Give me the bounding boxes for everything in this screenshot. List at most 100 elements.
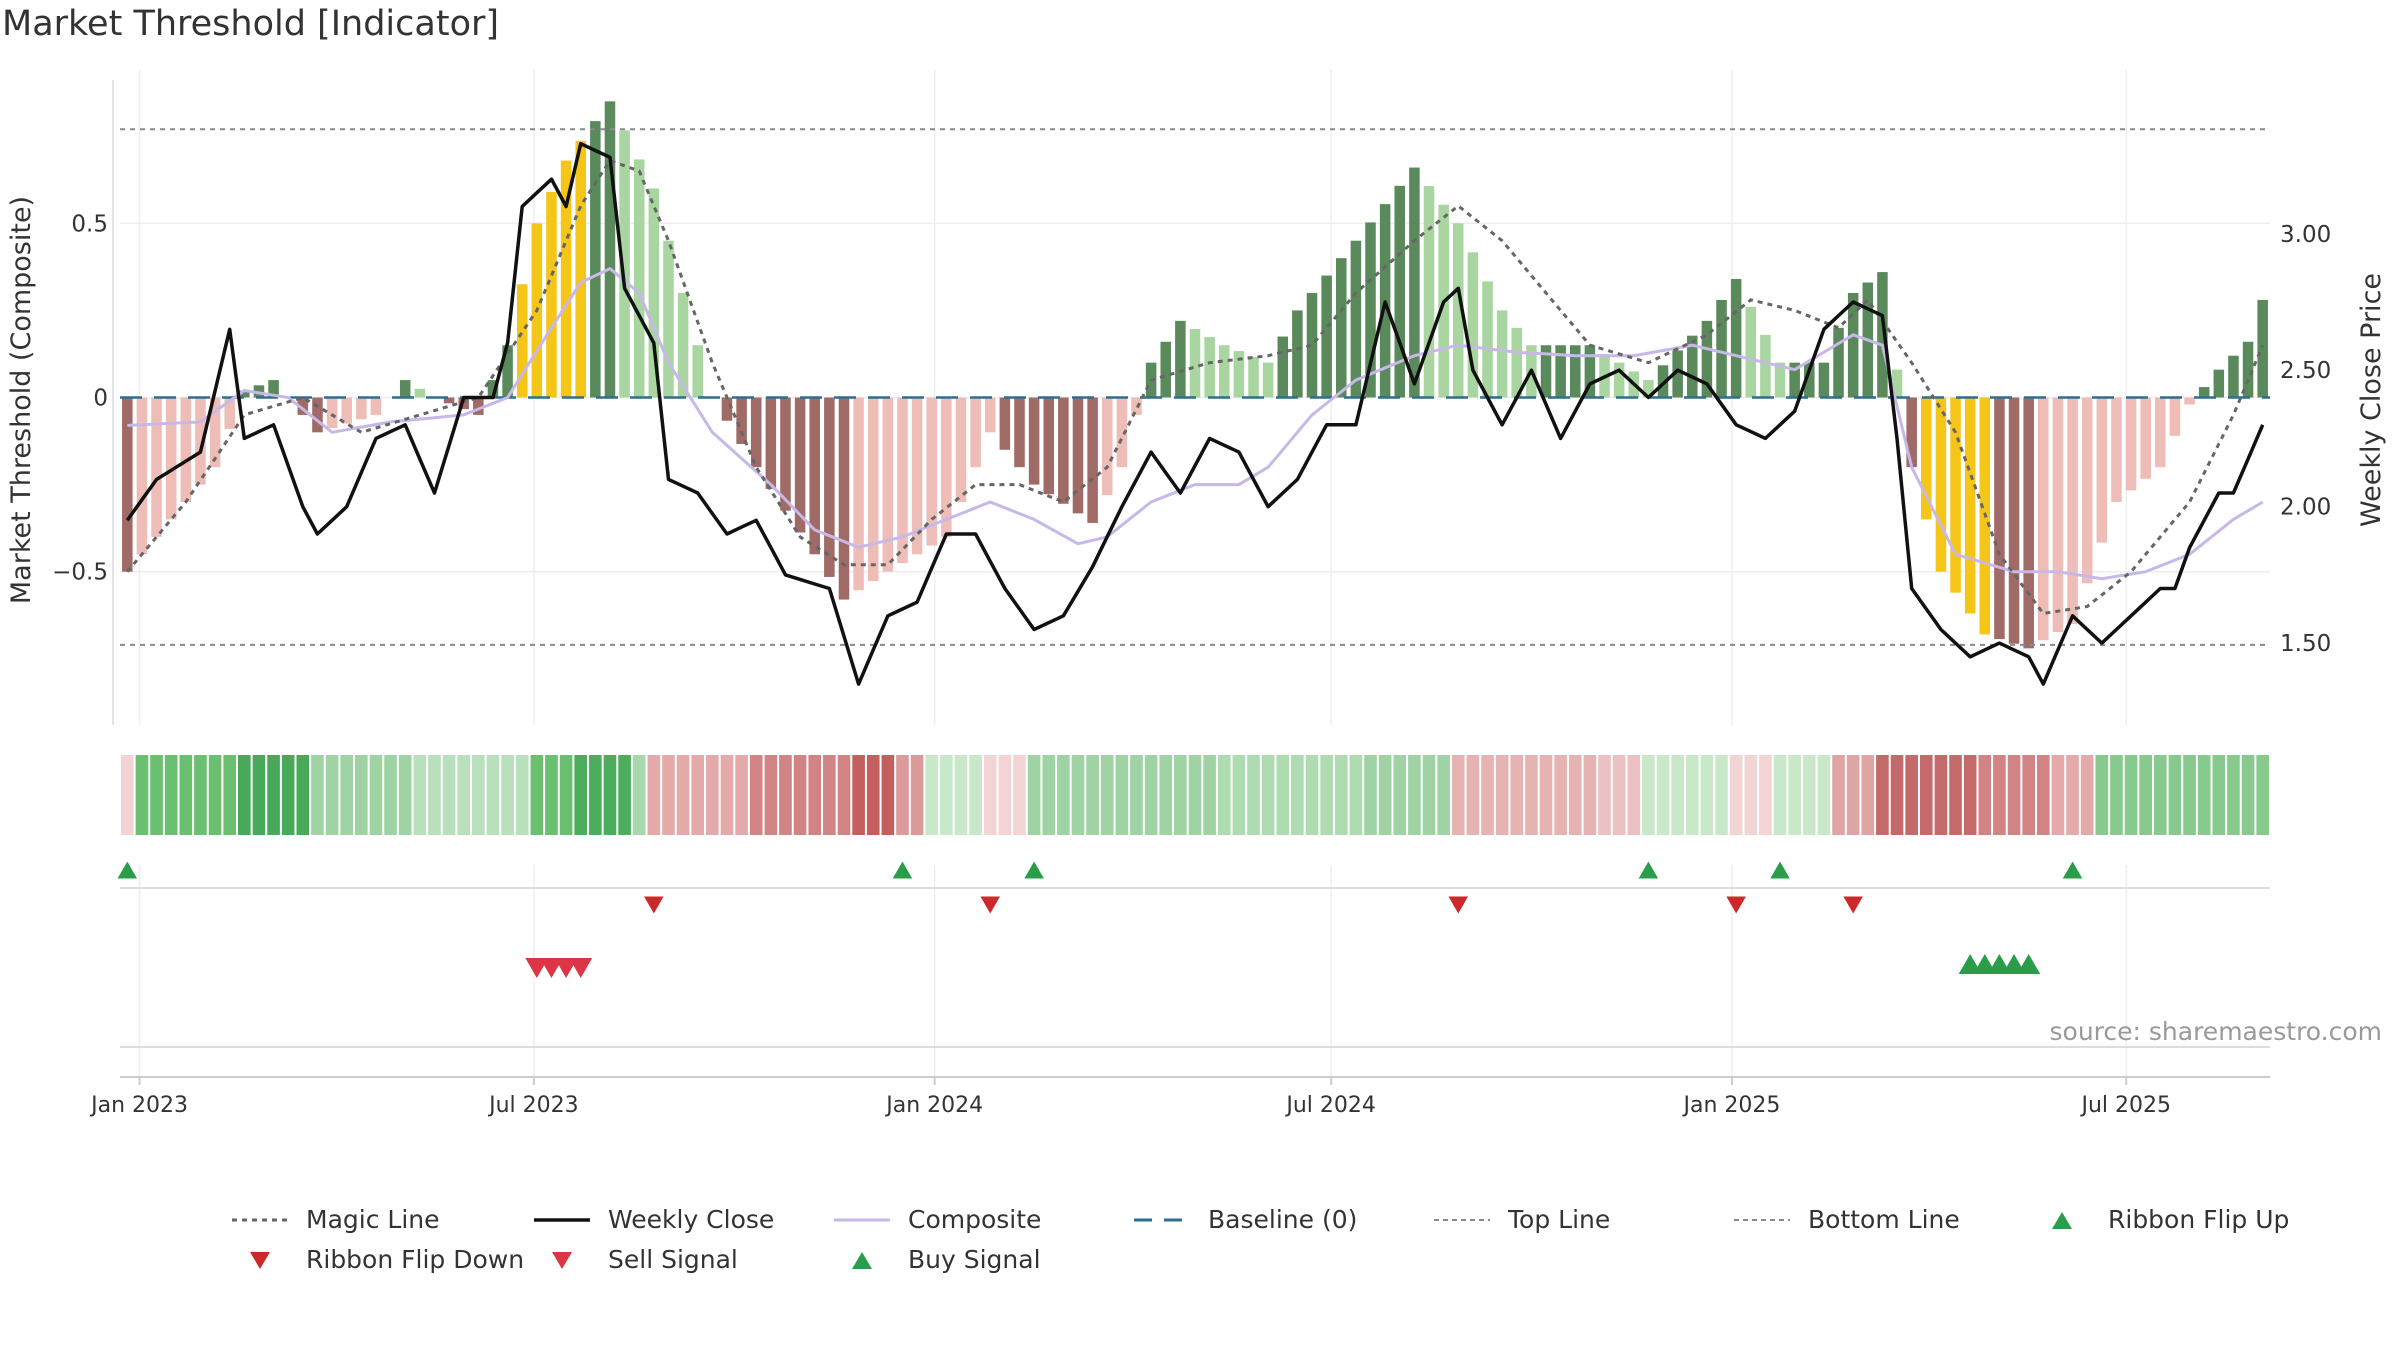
histogram-bar xyxy=(1175,320,1186,398)
sell-signal-marker xyxy=(525,958,549,978)
histogram-bar xyxy=(180,397,192,503)
ribbon-cell xyxy=(706,755,719,835)
histogram-bar xyxy=(1204,337,1215,398)
ribbon-cell xyxy=(164,755,178,835)
ribbon-cell xyxy=(1861,755,1875,835)
histogram-bar xyxy=(1233,351,1245,398)
ribbon-cell xyxy=(1349,755,1363,835)
histogram-bar xyxy=(926,397,937,546)
histogram-bar xyxy=(473,397,484,415)
ribbon-cell xyxy=(603,755,617,835)
ribbon-cell xyxy=(1715,755,1728,835)
histogram-bar xyxy=(502,345,513,398)
histogram-bar xyxy=(341,397,352,424)
histogram-bar xyxy=(1613,362,1625,398)
histogram-bar xyxy=(1453,223,1464,398)
y-axis-left-label: Market Threshold (Composite) xyxy=(6,196,37,604)
ribbon-cell xyxy=(1993,755,2006,835)
ribbon-cell xyxy=(1159,755,1173,835)
y-left-tick-label: 0.5 xyxy=(71,211,108,237)
buy-legend-swatch xyxy=(852,1251,872,1269)
histogram-bar xyxy=(897,397,908,563)
ribbon-flip-down-marker xyxy=(1726,896,1746,914)
histogram-bar xyxy=(1365,222,1376,398)
histogram-bar xyxy=(692,345,703,398)
ribbon-cell xyxy=(1408,755,1421,835)
ribbon-cell xyxy=(150,755,163,835)
ribbon-cell xyxy=(267,755,280,835)
ribbon-cell xyxy=(1071,755,1085,835)
ribbon-cell xyxy=(472,755,485,835)
ribbon-cell xyxy=(969,755,982,835)
ribbon-cell xyxy=(2139,755,2152,835)
histogram-bar xyxy=(838,397,850,600)
histogram-bar xyxy=(1277,336,1289,398)
histogram-bar xyxy=(1643,380,1654,398)
x-axis: Jan 2023 Jul 2023 Jan 2024 Jul 2024 Jan 2025… xyxy=(89,1076,2270,1118)
ribbon-cell xyxy=(2095,755,2109,835)
ribbon-cell xyxy=(428,755,441,835)
histogram-bar xyxy=(1847,292,1859,398)
ribbon-flip-up-marker xyxy=(117,861,138,879)
top-legend-swatch xyxy=(1434,1218,1490,1221)
buy-signal-marker xyxy=(1987,954,2011,974)
ribbon-cell xyxy=(779,755,792,835)
y-right-tick-label: 2.50 xyxy=(2280,358,2331,384)
histogram-bar xyxy=(1014,397,1025,468)
y-left-tick-label: −0.5 xyxy=(52,560,108,586)
y-right-tick-label: 2.00 xyxy=(2280,495,2331,521)
ribbon-cell xyxy=(457,755,471,835)
histogram-bar xyxy=(1818,362,1830,398)
histogram-bar xyxy=(1321,275,1332,398)
ribbon-cell xyxy=(2124,755,2138,835)
ribbon-flip-up-marker xyxy=(1638,861,1659,879)
ribbon-cell xyxy=(1364,755,1377,835)
histogram-bar xyxy=(1467,252,1479,398)
histogram-bar xyxy=(1160,341,1172,398)
ribbon-cell xyxy=(1451,755,1465,835)
histogram-bar xyxy=(414,388,426,398)
histogram-bar xyxy=(1072,397,1084,514)
histogram-bar xyxy=(2125,397,2137,491)
buy-signal-marker xyxy=(2002,954,2026,974)
histogram-bar xyxy=(604,101,616,398)
histogram-bar xyxy=(867,397,879,581)
histogram-bar xyxy=(2169,397,2181,436)
ribbon-cell xyxy=(720,755,734,835)
histogram-bar xyxy=(941,397,952,537)
ribbon-cell xyxy=(2197,755,2211,835)
ribbon-cell xyxy=(837,755,851,835)
histogram-bar xyxy=(209,397,221,468)
ribbon-cell xyxy=(355,755,368,835)
histogram-bar xyxy=(2038,397,2049,641)
ribbon-flip-up-marker xyxy=(1024,861,1044,879)
ribbon-cell xyxy=(2036,755,2050,835)
histogram-bar xyxy=(1496,310,1508,398)
sell-signal-marker xyxy=(569,958,593,978)
legend-label: Baseline (0) xyxy=(1208,1205,1358,1234)
ribbon-cell xyxy=(1583,755,1597,835)
histogram-bar xyxy=(1350,240,1362,398)
ribbon-cell xyxy=(676,755,690,835)
ribbon-cell xyxy=(1276,755,1290,835)
legend-label: Ribbon Flip Up xyxy=(2108,1205,2290,1234)
ribbon-cell xyxy=(1890,755,1904,835)
ribbon-cell xyxy=(530,755,544,835)
ribbon-cell xyxy=(2051,755,2065,835)
axes: 0.5 0 −0.5 3.00 2.50 2.00 1.50 xyxy=(52,80,2331,725)
ribbon-cell xyxy=(121,755,134,835)
ribbon-cell xyxy=(296,755,310,835)
ribbon-cell xyxy=(1057,755,1070,835)
legend-item-flipup: Ribbon Flip Up xyxy=(2032,1205,2289,1234)
ribbon-cell xyxy=(896,755,909,835)
ribbon-cell xyxy=(1027,755,1041,835)
histogram-bar xyxy=(677,292,689,398)
histogram-bar xyxy=(1906,397,1917,468)
histogram-bar xyxy=(165,397,177,520)
histogram-bar xyxy=(2228,355,2239,398)
histogram-bar xyxy=(1087,397,1098,523)
ribbon-cell xyxy=(179,755,193,835)
histogram-bar xyxy=(2052,397,2064,633)
histogram-bar xyxy=(2184,397,2195,405)
histogram-bar xyxy=(794,397,806,533)
